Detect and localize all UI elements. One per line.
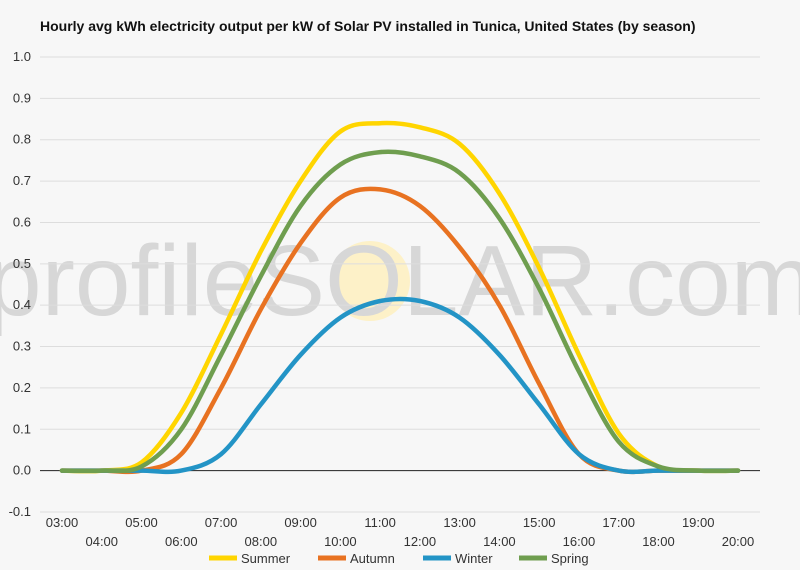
legend-label-winter: Winter	[455, 551, 493, 566]
y-tick-label: 0.0	[13, 463, 31, 478]
y-tick-label: 0.1	[13, 421, 31, 436]
x-tick-label: 09:00	[284, 515, 317, 530]
x-tick-label: 18:00	[642, 534, 675, 549]
y-tick-label: 0.8	[13, 132, 31, 147]
watermark-text: profileSOLAR.com	[0, 225, 800, 337]
x-tick-label: 08:00	[245, 534, 278, 549]
x-tick-label: 13:00	[443, 515, 476, 530]
x-tick-label: 14:00	[483, 534, 516, 549]
x-tick-label: 17:00	[602, 515, 635, 530]
series-line-summer	[59, 120, 741, 474]
x-tick-label: 03:00	[46, 515, 79, 530]
y-tick-label: 0.5	[13, 256, 31, 271]
series-line-spring	[59, 149, 741, 474]
y-axis: -0.1 0.0 0.1 0.2 0.3 0.4 0.5 0.6 0.7 0.8 0.9 1.0	[9, 49, 31, 519]
legend: Summer Autumn Winter Spring	[209, 551, 589, 566]
x-tick-label: 11:00	[364, 515, 396, 530]
watermark: profileSOLAR.com	[0, 225, 800, 337]
x-tick-label: 12:00	[404, 534, 437, 549]
chart-title: Hourly avg kWh electricity output per kW…	[40, 18, 696, 34]
x-axis: 03:00 04:00 05:00 06:00 07:00 08:00 09:00 10:00…	[46, 515, 755, 549]
x-tick-label: 16:00	[563, 534, 596, 549]
y-tick-label: 1.0	[13, 49, 31, 64]
series-line-winter	[59, 296, 741, 475]
legend-label-summer: Summer	[241, 551, 291, 566]
y-tick-label: 0.2	[13, 380, 31, 395]
x-tick-label: 06:00	[165, 534, 198, 549]
x-tick-label: 20:00	[722, 534, 755, 549]
series-group	[59, 120, 741, 475]
legend-label-spring: Spring	[551, 551, 589, 566]
x-tick-label: 15:00	[523, 515, 556, 530]
y-tick-label: 0.4	[13, 297, 31, 312]
legend-label-autumn: Autumn	[350, 551, 395, 566]
x-tick-label: 05:00	[125, 515, 158, 530]
y-tick-label: 0.9	[13, 90, 31, 105]
y-tick-label: -0.1	[9, 504, 31, 519]
x-tick-label: 10:00	[324, 534, 357, 549]
y-tick-label: 0.6	[13, 214, 31, 229]
y-tick-label: 0.3	[13, 339, 31, 354]
y-tick-label: 0.7	[13, 173, 31, 188]
x-tick-label: 04:00	[85, 534, 118, 549]
x-tick-label: 19:00	[682, 515, 715, 530]
x-tick-label: 07:00	[205, 515, 238, 530]
